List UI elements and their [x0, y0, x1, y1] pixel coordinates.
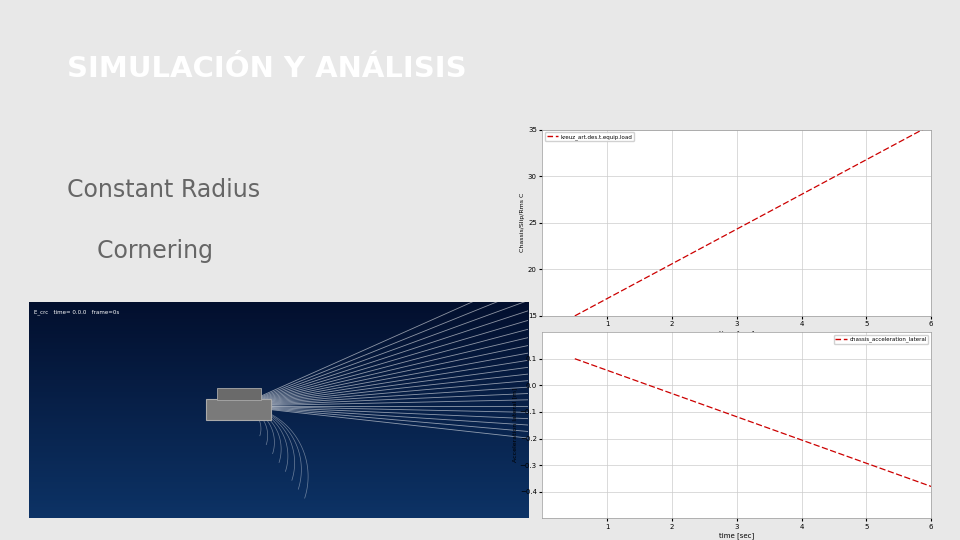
Y-axis label: Chassis/Slip/Rms C: Chassis/Slip/Rms C	[520, 193, 525, 252]
Y-axis label: Acceleration lateral [m]: Acceleration lateral [m]	[512, 388, 516, 462]
Legend: kreuz_art.des.t.equip.load: kreuz_art.des.t.equip.load	[545, 132, 635, 141]
Text: Analysis: Constant_Radius_Cornering_crc: Analysis: Constant_Radius_Cornering_crc	[542, 340, 643, 346]
Legend: chassis_acceleration_lateral: chassis_acceleration_lateral	[834, 335, 928, 344]
Text: E_crc   time= 0.0.0   frame=0s: E_crc time= 0.0.0 frame=0s	[34, 309, 119, 315]
FancyBboxPatch shape	[206, 399, 271, 420]
Text: Cornering: Cornering	[67, 239, 213, 262]
Text: Constant Radius: Constant Radius	[67, 178, 260, 202]
X-axis label: time [sec]: time [sec]	[719, 330, 755, 337]
FancyBboxPatch shape	[218, 388, 261, 400]
X-axis label: time [sec]: time [sec]	[719, 533, 755, 539]
Text: SIMULACIÓN Y ANÁLISIS: SIMULACIÓN Y ANÁLISIS	[67, 55, 467, 83]
